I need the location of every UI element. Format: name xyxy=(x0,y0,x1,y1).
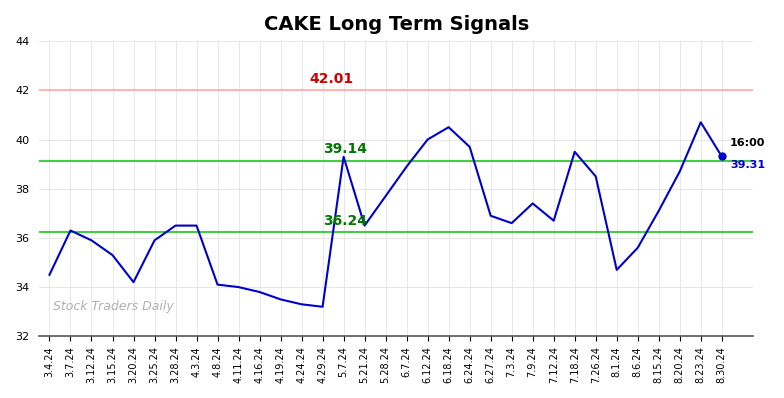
Text: 16:00: 16:00 xyxy=(730,138,765,148)
Text: Stock Traders Daily: Stock Traders Daily xyxy=(53,300,174,313)
Text: 42.01: 42.01 xyxy=(310,72,354,86)
Title: CAKE Long Term Signals: CAKE Long Term Signals xyxy=(263,15,528,34)
Text: 39.31: 39.31 xyxy=(730,160,765,170)
Text: 39.14: 39.14 xyxy=(323,142,367,156)
Text: 36.24: 36.24 xyxy=(323,214,367,228)
